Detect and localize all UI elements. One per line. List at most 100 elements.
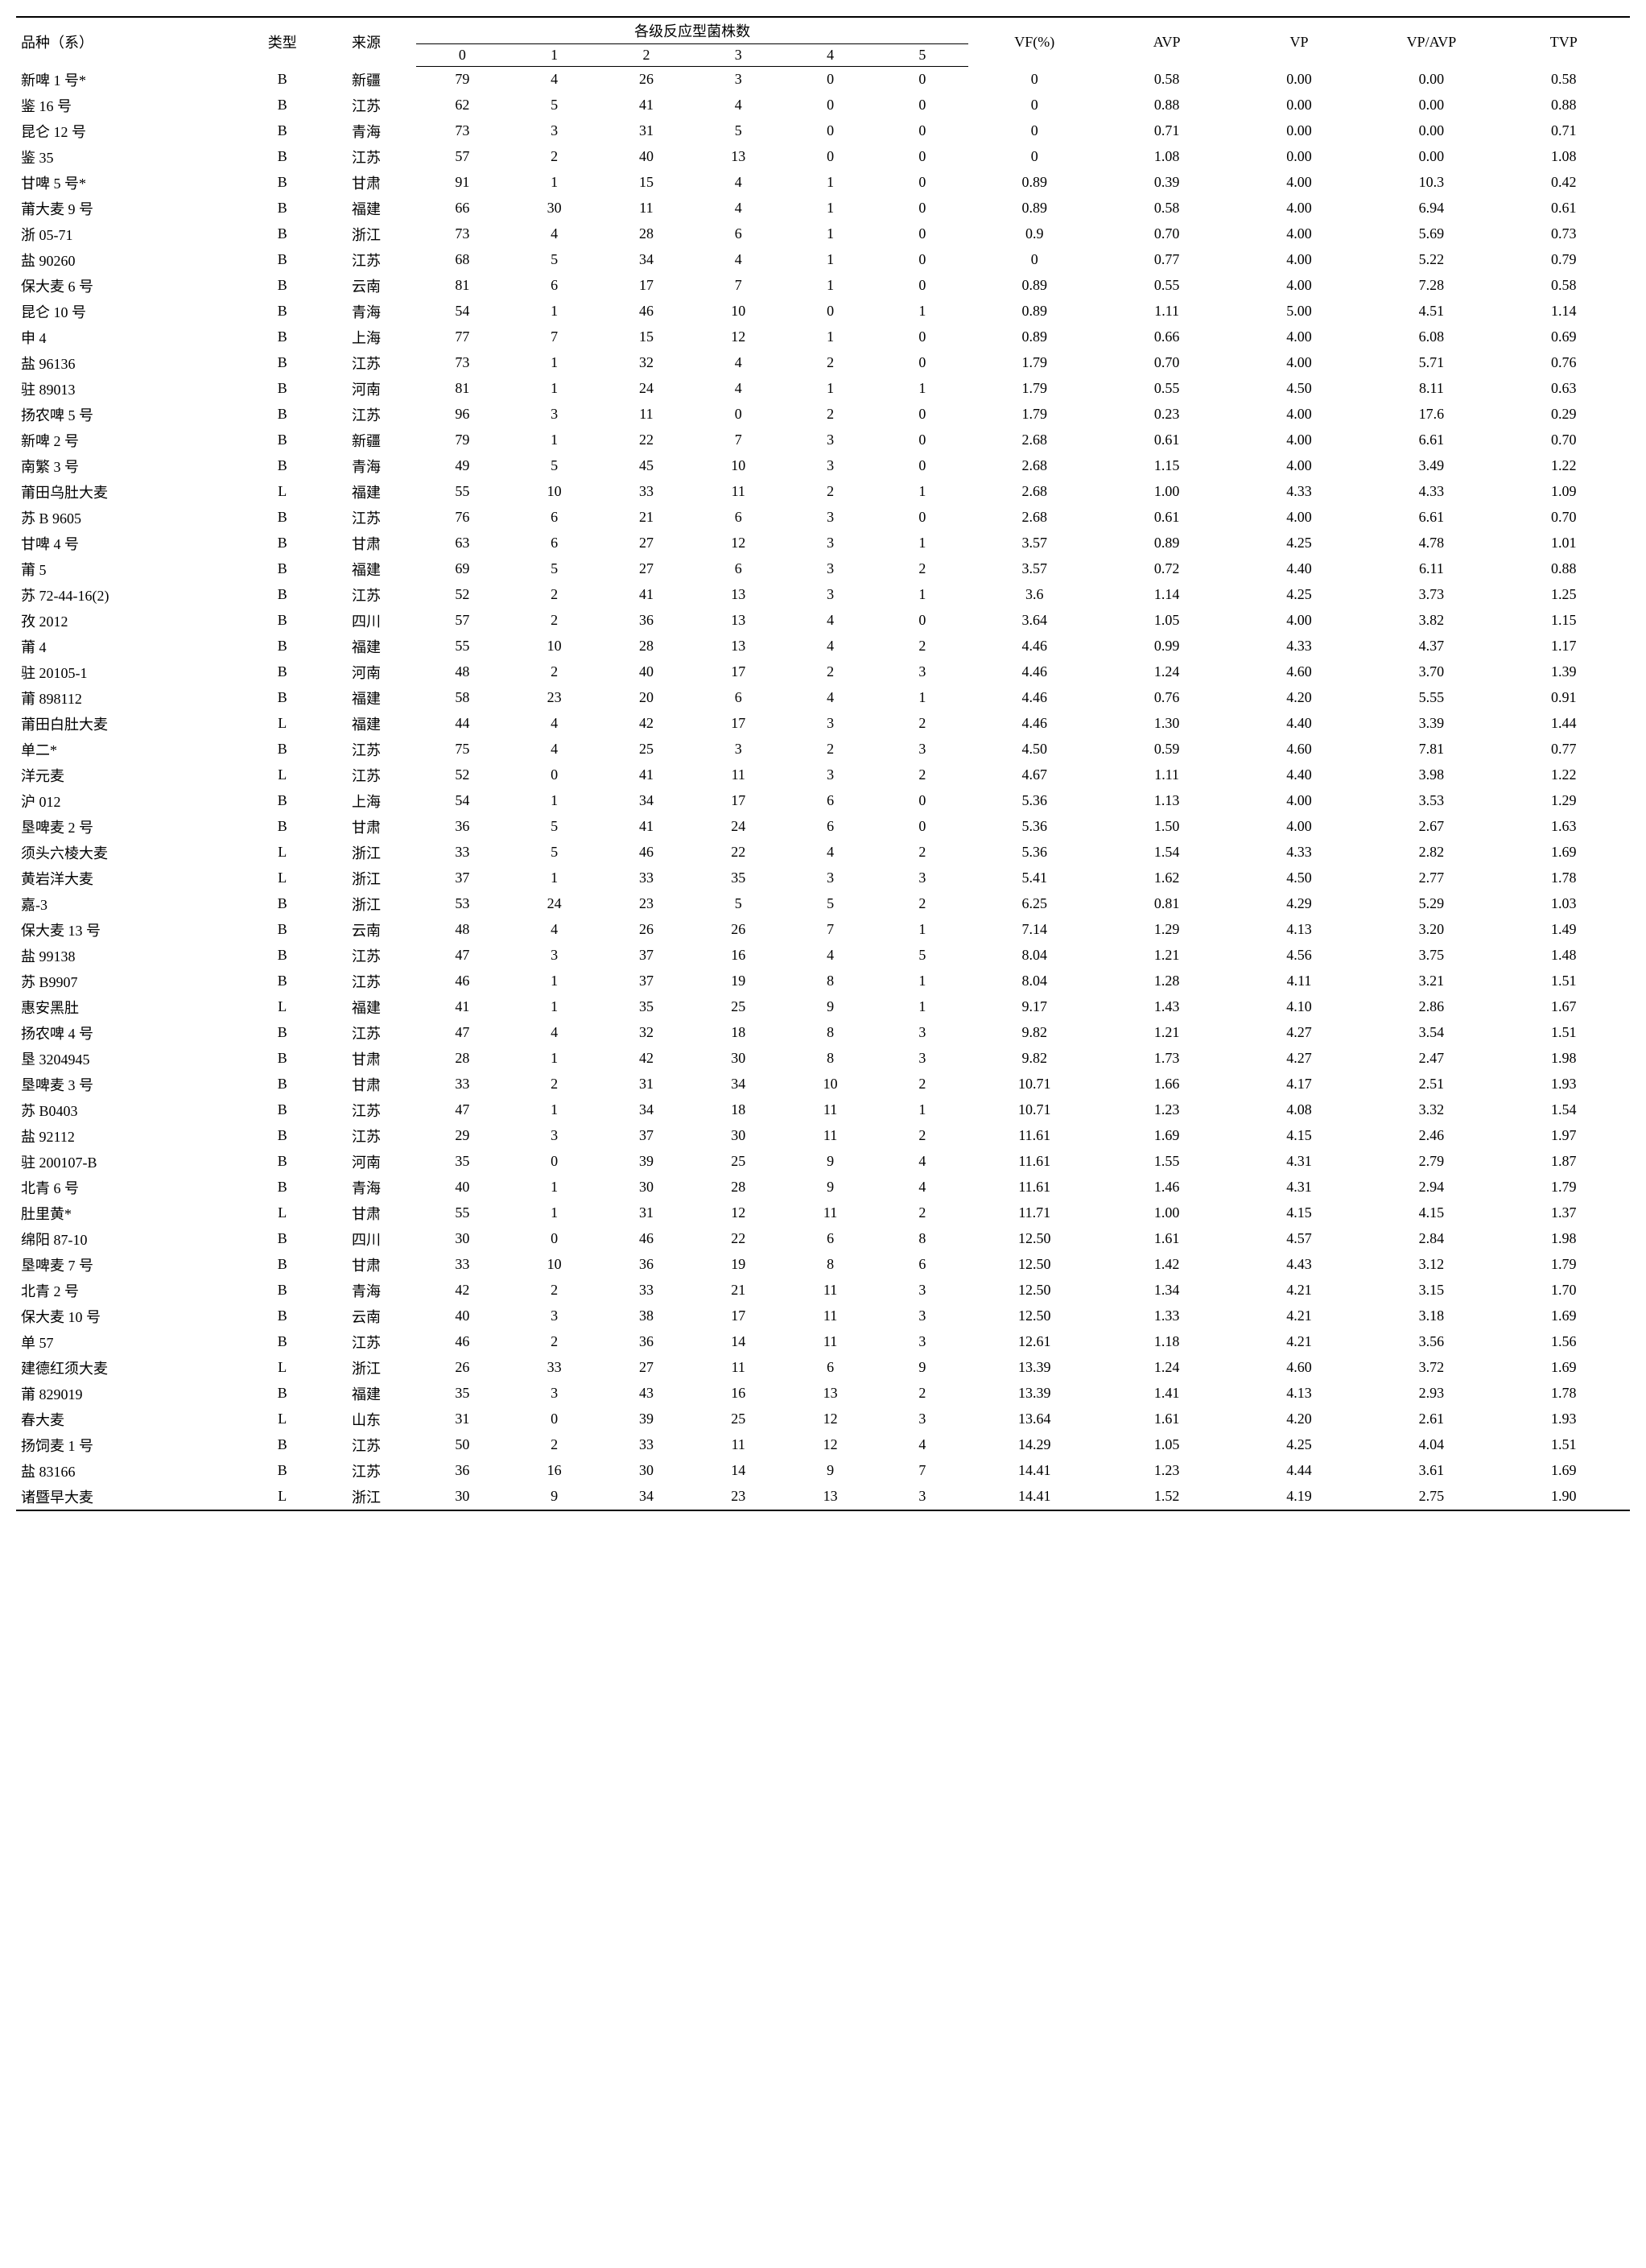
cell-r0: 68 bbox=[416, 247, 508, 273]
cell-r5: 0 bbox=[877, 196, 968, 221]
cell-avp: 1.30 bbox=[1100, 711, 1232, 737]
cell-r2: 41 bbox=[600, 762, 692, 788]
cell-vf: 5.41 bbox=[968, 865, 1100, 891]
cell-origin: 江苏 bbox=[316, 350, 416, 376]
cell-r1: 5 bbox=[508, 93, 600, 118]
cell-variety: 垦啤麦 3 号 bbox=[16, 1072, 249, 1097]
cell-avp: 0.66 bbox=[1100, 324, 1232, 350]
cell-origin: 福建 bbox=[316, 711, 416, 737]
cell-r3: 13 bbox=[692, 144, 784, 170]
cell-vpavp: 3.56 bbox=[1365, 1329, 1497, 1355]
cell-tvp: 0.58 bbox=[1498, 273, 1630, 299]
cell-origin: 江苏 bbox=[316, 402, 416, 428]
cell-origin: 江苏 bbox=[316, 1020, 416, 1046]
cell-vpavp: 6.11 bbox=[1365, 556, 1497, 582]
cell-r1: 2 bbox=[508, 1432, 600, 1458]
cell-vp: 4.20 bbox=[1233, 1407, 1365, 1432]
table-row: 孜 2012B四川5723613403.641.054.003.821.15 bbox=[16, 608, 1630, 634]
cell-r5: 0 bbox=[877, 402, 968, 428]
table-row: 莆田乌肚大麦L福建55103311212.681.004.334.331.09 bbox=[16, 479, 1630, 505]
cell-r1: 10 bbox=[508, 634, 600, 659]
cell-r2: 42 bbox=[600, 711, 692, 737]
cell-vpavp: 2.94 bbox=[1365, 1175, 1497, 1200]
table-row: 驻 200107-BB河南35039259411.611.554.312.791… bbox=[16, 1149, 1630, 1175]
cell-r2: 34 bbox=[600, 1484, 692, 1510]
cell-type: B bbox=[249, 634, 316, 659]
cell-r3: 18 bbox=[692, 1097, 784, 1123]
cell-origin: 四川 bbox=[316, 608, 416, 634]
cell-avp: 1.11 bbox=[1100, 762, 1232, 788]
cell-r5: 1 bbox=[877, 685, 968, 711]
cell-type: B bbox=[249, 531, 316, 556]
cell-r4: 13 bbox=[784, 1484, 876, 1510]
cell-tvp: 1.08 bbox=[1498, 144, 1630, 170]
cell-tvp: 1.37 bbox=[1498, 1200, 1630, 1226]
cell-r5: 2 bbox=[877, 711, 968, 737]
cell-vpavp: 4.37 bbox=[1365, 634, 1497, 659]
header-r5: 5 bbox=[877, 44, 968, 67]
cell-r5: 2 bbox=[877, 891, 968, 917]
cell-r4: 1 bbox=[784, 221, 876, 247]
cell-r2: 39 bbox=[600, 1407, 692, 1432]
cell-vpavp: 6.08 bbox=[1365, 324, 1497, 350]
cell-r5: 2 bbox=[877, 1381, 968, 1407]
cell-r2: 11 bbox=[600, 196, 692, 221]
cell-tvp: 1.01 bbox=[1498, 531, 1630, 556]
cell-vp: 4.00 bbox=[1233, 608, 1365, 634]
cell-vpavp: 2.82 bbox=[1365, 840, 1497, 865]
cell-vf: 2.68 bbox=[968, 428, 1100, 453]
cell-r2: 27 bbox=[600, 556, 692, 582]
cell-avp: 0.81 bbox=[1100, 891, 1232, 917]
cell-avp: 1.24 bbox=[1100, 1355, 1232, 1381]
cell-type: B bbox=[249, 196, 316, 221]
cell-r5: 1 bbox=[877, 299, 968, 324]
cell-r1: 3 bbox=[508, 402, 600, 428]
cell-tvp: 1.09 bbox=[1498, 479, 1630, 505]
cell-r2: 41 bbox=[600, 582, 692, 608]
cell-avp: 0.59 bbox=[1100, 737, 1232, 762]
cell-type: B bbox=[249, 1072, 316, 1097]
cell-r4: 6 bbox=[784, 814, 876, 840]
cell-avp: 0.61 bbox=[1100, 428, 1232, 453]
cell-r0: 73 bbox=[416, 350, 508, 376]
cell-vf: 8.04 bbox=[968, 969, 1100, 994]
cell-r1: 10 bbox=[508, 479, 600, 505]
cell-vf: 3.57 bbox=[968, 531, 1100, 556]
cell-r5: 1 bbox=[877, 969, 968, 994]
cell-r3: 21 bbox=[692, 1278, 784, 1303]
cell-origin: 新疆 bbox=[316, 67, 416, 93]
table-row: 苏 B 9605B江苏766216302.680.614.006.610.70 bbox=[16, 505, 1630, 531]
cell-origin: 山东 bbox=[316, 1407, 416, 1432]
cell-tvp: 1.70 bbox=[1498, 1278, 1630, 1303]
cell-r5: 1 bbox=[877, 582, 968, 608]
cell-type: B bbox=[249, 428, 316, 453]
cell-tvp: 1.49 bbox=[1498, 917, 1630, 943]
cell-type: B bbox=[249, 1278, 316, 1303]
cell-r0: 79 bbox=[416, 67, 508, 93]
header-r2: 2 bbox=[600, 44, 692, 67]
cell-r2: 46 bbox=[600, 840, 692, 865]
table-row: 春大麦L山东310392512313.641.614.202.611.93 bbox=[16, 1407, 1630, 1432]
cell-origin: 江苏 bbox=[316, 1432, 416, 1458]
cell-tvp: 1.22 bbox=[1498, 762, 1630, 788]
cell-vf: 0.89 bbox=[968, 273, 1100, 299]
cell-type: B bbox=[249, 1381, 316, 1407]
cell-r0: 28 bbox=[416, 1046, 508, 1072]
cell-vf: 3.57 bbox=[968, 556, 1100, 582]
cell-variety: 南繁 3 号 bbox=[16, 453, 249, 479]
cell-type: B bbox=[249, 1046, 316, 1072]
cell-tvp: 1.63 bbox=[1498, 814, 1630, 840]
cell-variety: 单 57 bbox=[16, 1329, 249, 1355]
cell-r2: 37 bbox=[600, 1123, 692, 1149]
cell-r0: 46 bbox=[416, 969, 508, 994]
cell-r1: 0 bbox=[508, 1149, 600, 1175]
cell-vpavp: 17.6 bbox=[1365, 402, 1497, 428]
cell-r5: 4 bbox=[877, 1175, 968, 1200]
cell-r2: 32 bbox=[600, 1020, 692, 1046]
cell-r3: 16 bbox=[692, 1381, 784, 1407]
cell-r4: 3 bbox=[784, 582, 876, 608]
cell-variety: 北青 2 号 bbox=[16, 1278, 249, 1303]
cell-r0: 76 bbox=[416, 505, 508, 531]
cell-r4: 1 bbox=[784, 273, 876, 299]
cell-vf: 0 bbox=[968, 118, 1100, 144]
